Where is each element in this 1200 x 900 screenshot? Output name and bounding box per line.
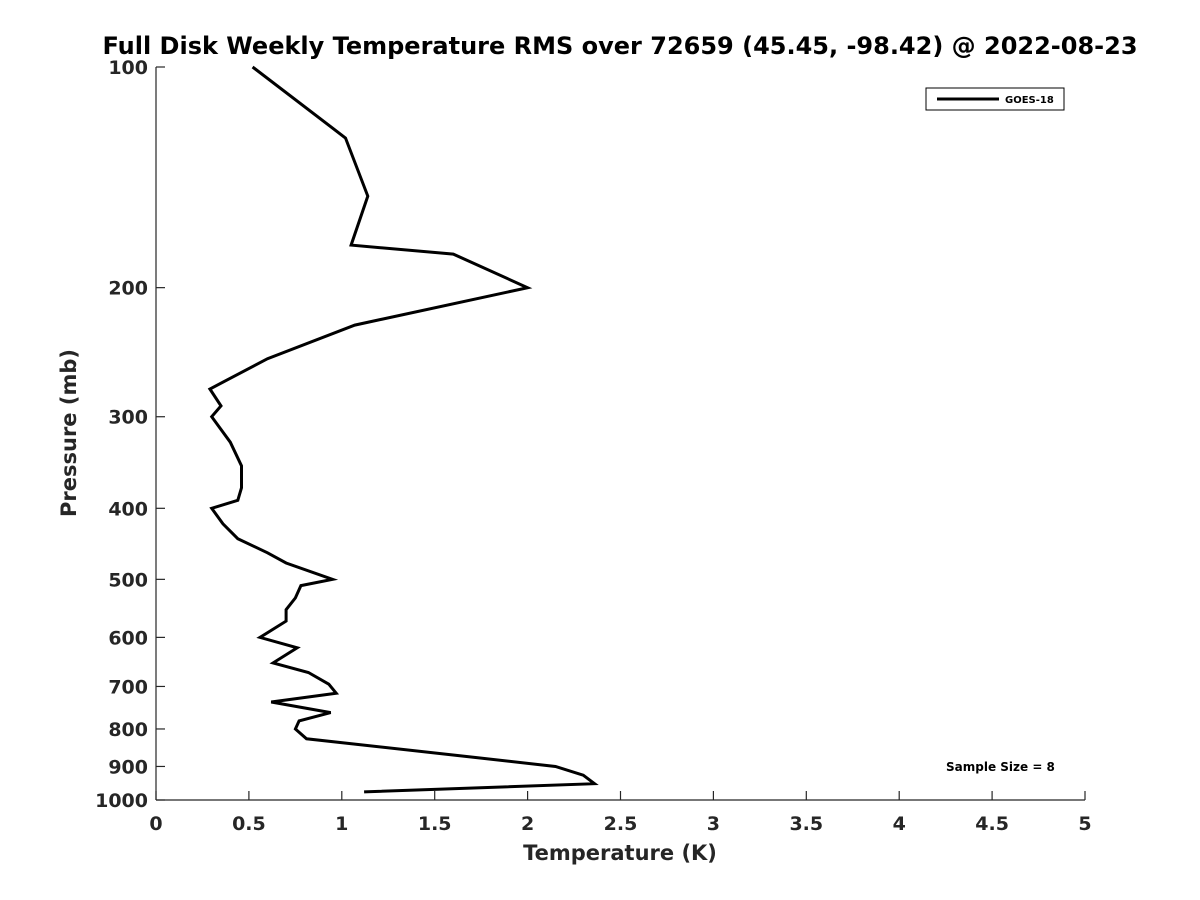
legend-label-goes-18: GOES-18 xyxy=(1005,95,1054,106)
y-tick-label: 800 xyxy=(108,719,148,741)
y-tick-label: 600 xyxy=(108,627,148,649)
x-tick-label: 1.5 xyxy=(418,813,452,835)
x-tick-label: 4.5 xyxy=(975,813,1009,835)
y-ticks: 100 200 300 400 500 600 700 800 900 1000 xyxy=(95,57,165,812)
x-tick-label: 5 xyxy=(1078,813,1091,835)
y-axis-label: Pressure (mb) xyxy=(57,349,81,517)
x-tick-label: 0 xyxy=(149,813,162,835)
chart-title: Full Disk Weekly Temperature RMS over 72… xyxy=(102,32,1137,60)
series-line-goes-18 xyxy=(207,65,599,794)
x-tick-label: 1 xyxy=(335,813,348,835)
series-layer xyxy=(207,65,599,794)
y-tick-label: 700 xyxy=(108,676,148,698)
y-tick-label: 200 xyxy=(108,278,148,300)
x-tick-label: 0.5 xyxy=(232,813,266,835)
x-axis-label: Temperature (K) xyxy=(523,841,717,865)
x-tick-label: 2 xyxy=(521,813,534,835)
x-tick-label: 4 xyxy=(893,813,906,835)
y-tick-label: 1000 xyxy=(95,790,148,812)
y-tick-label: 300 xyxy=(108,407,148,429)
x-tick-label: 3 xyxy=(707,813,720,835)
y-tick-label: 400 xyxy=(108,498,148,520)
x-tick-label: 3.5 xyxy=(789,813,823,835)
sample-size-annotation: Sample Size = 8 xyxy=(946,760,1055,774)
x-ticks: 0 0.5 1 1.5 2 2.5 3 3.5 4 4.5 5 xyxy=(149,791,1092,835)
x-tick-label: 2.5 xyxy=(604,813,638,835)
y-tick-label: 500 xyxy=(108,569,148,591)
plot-area xyxy=(156,67,1085,800)
y-tick-label: 900 xyxy=(108,756,148,778)
y-tick-label: 100 xyxy=(108,57,148,79)
legend: GOES-18 xyxy=(925,87,1065,111)
